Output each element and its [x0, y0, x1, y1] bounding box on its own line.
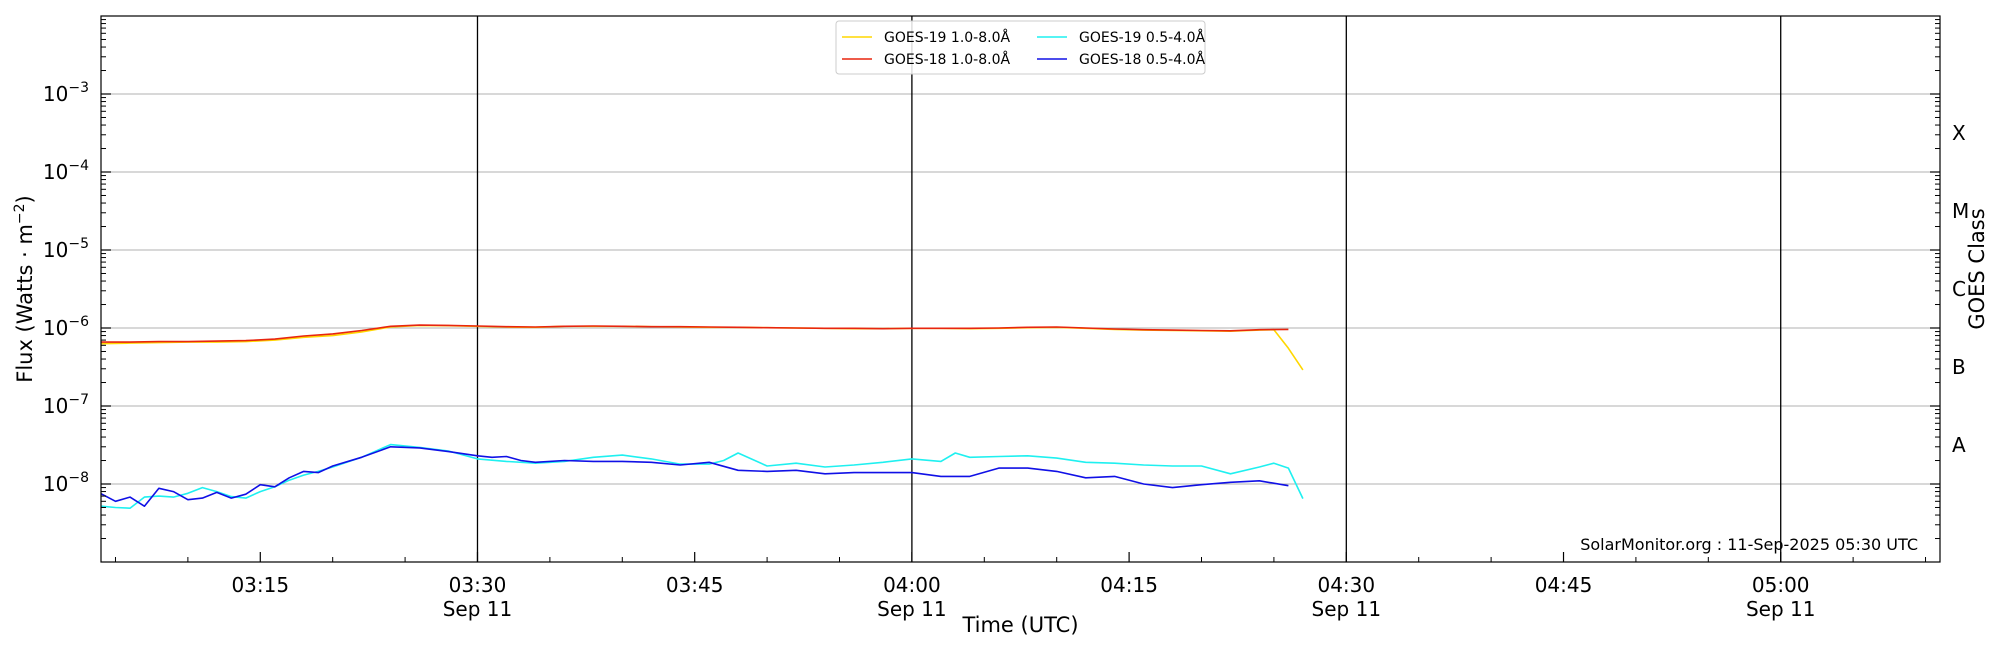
y-tick-base: 10	[43, 82, 68, 106]
series-line	[100, 443, 1304, 510]
goes-class-label: M	[1952, 199, 1969, 223]
goes-class-label: X	[1952, 121, 1966, 145]
legend-entry-label: GOES-18 0.5-4.0Å	[1079, 51, 1205, 68]
x-tick-label: 04:30	[1317, 573, 1375, 597]
y-axis-label-prefix: Flux (Watts · m	[13, 224, 37, 383]
x-tick-label: 03:15	[231, 573, 289, 597]
y-axis-label-exponent: −2	[12, 203, 28, 224]
y-tick-exponent: −4	[68, 158, 89, 174]
legend-entry-label: GOES-19 0.5-4.0Å	[1079, 29, 1205, 46]
y-tick-label: 10−8	[43, 470, 89, 496]
x-tick-date-label: Sep 11	[1746, 597, 1816, 621]
x-axis-label: Time (UTC)	[961, 613, 1078, 637]
x-tick-date-label: Sep 11	[1312, 597, 1382, 621]
y-tick-exponent: −5	[68, 236, 89, 252]
y-axis-label-suffix: )	[13, 195, 37, 203]
y-tick-label: 10−4	[43, 158, 89, 184]
x-tick-label: 04:00	[883, 573, 941, 597]
goes-class-label: A	[1952, 433, 1966, 457]
plot-frame	[100, 15, 1941, 563]
x-tick-label: 04:45	[1535, 573, 1593, 597]
y-tick-label: 10−5	[43, 236, 89, 262]
y-tick-label: 10−6	[43, 314, 89, 340]
y-tick-base: 10	[43, 472, 68, 496]
x-tick-date-label: Sep 11	[877, 597, 947, 621]
y-tick-exponent: −8	[68, 470, 89, 486]
series-layer	[100, 324, 1304, 510]
y-tick-base: 10	[43, 160, 68, 184]
x-tick-date-label: Sep 11	[443, 597, 513, 621]
series-line	[100, 445, 1289, 508]
y-tick-exponent: −6	[68, 314, 89, 330]
y-tick-label: 10−7	[43, 392, 89, 418]
y-tick-exponent: −3	[68, 80, 89, 96]
legend-box	[835, 20, 1206, 75]
goes-class-axis-label: GOES Class	[1965, 208, 1989, 329]
y-tick-base: 10	[43, 238, 68, 262]
credit-text: SolarMonitor.org : 11-Sep-2025 05:30 UTC	[1580, 535, 1918, 554]
y-tick-base: 10	[43, 316, 68, 340]
y-axis-label: Flux (Watts · m−2)	[12, 195, 37, 383]
x-tick-label: 05:00	[1752, 573, 1810, 597]
goes-class-label: C	[1952, 277, 1966, 301]
x-tick-label: 03:45	[666, 573, 724, 597]
x-tick-label: 04:15	[1100, 573, 1158, 597]
y-tick-exponent: −7	[68, 392, 89, 408]
x-tick-label: 03:30	[449, 573, 507, 597]
y-tick-label: 10−3	[43, 80, 89, 106]
y-tick-base: 10	[43, 394, 68, 418]
legend-entry-label: GOES-19 1.0-8.0Å	[884, 29, 1010, 46]
legend-entry-label: GOES-18 1.0-8.0Å	[884, 51, 1010, 68]
goes-class-label: B	[1952, 355, 1966, 379]
legend: GOES-19 1.0-8.0Å GOES-18 1.0-8.0Å GOES-19 …	[835, 20, 1206, 75]
series-line	[101, 324, 1289, 343]
